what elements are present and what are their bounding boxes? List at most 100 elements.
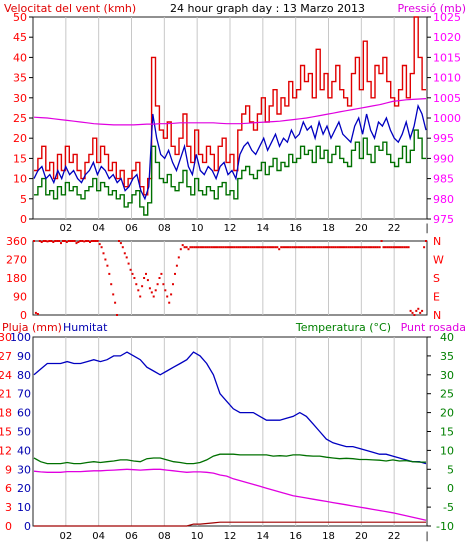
direction-point: [376, 246, 379, 249]
direction-point: [131, 272, 134, 275]
temp-x-tick-label: 14: [256, 531, 269, 542]
direction-point: [345, 246, 348, 249]
temp-x-tick-label: 08: [158, 531, 171, 542]
direction-point: [56, 240, 59, 242]
pressure-tick-label: 1025: [433, 11, 461, 24]
wind-x-tick-label: 18: [322, 223, 335, 234]
wind-tick-label: 45: [13, 31, 27, 44]
temp-x-tick-label: 02: [59, 531, 72, 542]
direction-point: [399, 246, 402, 249]
wind-tick-label: 40: [13, 51, 27, 64]
direction-point: [291, 246, 294, 249]
direction-point: [243, 246, 246, 249]
temp-tick-label: 0: [447, 482, 454, 495]
direction-point: [94, 240, 97, 242]
wind-x-tick-label: 22: [388, 223, 401, 234]
direction-point: [405, 246, 408, 249]
temp-x-tick-label: 16: [289, 531, 302, 542]
direction-point: [214, 246, 217, 249]
direction-point: [123, 252, 126, 255]
direction-point: [58, 240, 61, 242]
humidity-tick-label: 30: [17, 463, 31, 476]
direction-point: [239, 246, 242, 249]
direction-point: [129, 268, 132, 271]
direction-point: [212, 246, 215, 249]
humidity-tick-label: 40: [17, 444, 31, 457]
direction-point: [330, 246, 333, 249]
direction-point: [121, 246, 124, 249]
compass-tick-label: W: [433, 254, 444, 267]
direction-point: [380, 240, 383, 242]
direction-point: [255, 246, 258, 249]
rain-axis-title: Pluja (mm): [2, 321, 62, 334]
direction-point: [370, 246, 373, 249]
compass-tick-label: E: [433, 291, 440, 304]
direction-point: [73, 240, 76, 242]
direction-point: [71, 240, 74, 242]
direction-point: [316, 246, 319, 249]
wind-tick-label: 10: [13, 173, 27, 186]
direction-point: [156, 283, 159, 286]
direction-point: [100, 246, 103, 249]
direction-point: [125, 256, 128, 259]
direction-point: [148, 287, 151, 290]
direction-point: [85, 240, 88, 242]
dewpoint-series: [33, 468, 427, 521]
pressure-tick-label: 975: [433, 213, 454, 226]
wind-x-tick-label: 06: [125, 223, 138, 234]
direction-point: [378, 246, 381, 249]
direction-point: [382, 246, 385, 249]
direction-point: [307, 246, 310, 249]
direction-point: [237, 246, 240, 249]
humidity-tick-label: 80: [17, 369, 31, 382]
wind-x-tick-label: 20: [355, 223, 368, 234]
wind-gust-series: [34, 16, 426, 196]
direction-point: [413, 314, 416, 316]
direction-point: [174, 272, 176, 275]
direction-point: [154, 289, 157, 292]
direction-point: [164, 289, 167, 292]
direction-point: [67, 240, 70, 242]
direction-point: [195, 246, 198, 249]
direction-point: [189, 246, 192, 249]
pressure-tick-label: 1015: [433, 51, 461, 64]
direction-point: [220, 246, 223, 249]
rain-tick-label: 18: [0, 407, 12, 420]
temp-x-tick-label: 18: [322, 531, 335, 542]
humidity-tick-label: 0: [24, 520, 31, 533]
direction-point: [251, 246, 254, 249]
wind-tick-label: 0: [20, 213, 27, 226]
direction-point: [309, 246, 312, 249]
direction-point: [146, 279, 149, 282]
direction-point: [108, 272, 111, 275]
direction-point: [247, 246, 250, 249]
direction-point: [301, 246, 304, 249]
direction-point: [423, 246, 426, 249]
direction-tick-label: 0: [20, 309, 27, 322]
direction-point: [264, 246, 267, 249]
pressure-tick-label: 980: [433, 193, 454, 206]
wind-low-series: [34, 129, 426, 216]
direction-point: [77, 241, 80, 243]
direction-point: [216, 246, 219, 249]
direction-point: [191, 246, 194, 249]
direction-point: [270, 246, 273, 249]
pressure-tick-label: 1000: [433, 112, 461, 125]
pressure-tick-label: 1020: [433, 31, 461, 44]
direction-point: [401, 246, 404, 249]
direction-point: [332, 246, 335, 249]
direction-point: [92, 240, 95, 242]
direction-point: [162, 283, 165, 286]
direction-point: [282, 246, 285, 249]
direction-point: [407, 246, 410, 249]
humidity-axis-title: Humitat: [63, 321, 108, 334]
rain-tick-label: 21: [0, 388, 12, 401]
direction-point: [116, 314, 118, 316]
direction-point: [52, 241, 55, 243]
direction-point: [46, 240, 49, 243]
pressure-tick-label: 1010: [433, 72, 461, 85]
direction-point: [202, 246, 205, 249]
direction-point: [224, 246, 227, 249]
direction-point: [166, 295, 169, 298]
direction-point: [218, 246, 221, 249]
